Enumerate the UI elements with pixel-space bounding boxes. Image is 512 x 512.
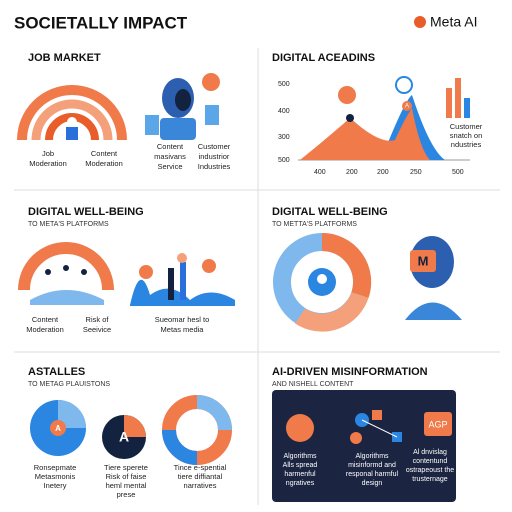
caption: industrior xyxy=(199,152,230,161)
caption: design xyxy=(362,480,383,487)
caption: Ronsepmate xyxy=(34,463,77,472)
panel-title: DIGITAL WELL-BEING xyxy=(28,206,144,218)
caption: Al dnvislag xyxy=(413,449,447,456)
donut-illustration xyxy=(273,232,372,332)
caption: ndustries xyxy=(451,140,482,149)
arcs-illustration xyxy=(17,85,127,141)
caption: Metas media xyxy=(161,325,205,334)
caption: heml mental xyxy=(106,481,147,490)
panel-title: DIGITAL WELL-BEING xyxy=(272,206,388,218)
caption: contentund xyxy=(413,458,448,465)
icon-label: A xyxy=(119,429,129,445)
caption: Moderation xyxy=(29,159,67,168)
panel-title: AI-DRIVEN MISINFORMATION xyxy=(272,366,428,378)
axis-label: 250 xyxy=(410,169,422,176)
caption: Moderation xyxy=(26,325,64,334)
caption: snatch on xyxy=(450,131,483,140)
well-being-illustration xyxy=(18,242,235,306)
caption: masivans xyxy=(154,152,186,161)
axis-label: 500 xyxy=(452,169,464,176)
panel-title: ASTALLES xyxy=(28,366,85,378)
caption: Risk of faise xyxy=(106,472,147,481)
caption: Content xyxy=(91,149,118,158)
caption: Inetery xyxy=(44,481,67,490)
panel-subtitle: TO METTA'S PLATFORMS xyxy=(272,221,357,228)
caption: Content xyxy=(157,142,184,151)
icon-label: A xyxy=(55,424,61,433)
icon-label: AGP xyxy=(428,419,447,429)
panel-subtitle: AND NISHELL CONTENT xyxy=(272,381,354,388)
caption: prese xyxy=(117,490,136,499)
caption: Moderation xyxy=(85,159,123,168)
caption: harmenful xyxy=(284,471,316,478)
caption: ostrapeoust the xyxy=(406,467,454,474)
caption: trusternage xyxy=(412,476,448,483)
axis-label: 300 xyxy=(278,134,290,141)
icon-label: M xyxy=(418,253,429,268)
caption: Job xyxy=(42,149,54,158)
caption: Customer xyxy=(450,122,483,131)
caption: responal harmful xyxy=(346,471,399,478)
icon-label: A xyxy=(405,104,409,110)
caption: narratives xyxy=(184,481,217,490)
caption: Tince e-spential xyxy=(174,463,227,472)
robot-illustration xyxy=(145,73,220,140)
caption: ngratives xyxy=(286,480,315,487)
area-illustration xyxy=(298,76,470,161)
caption: Customer xyxy=(198,142,231,151)
axis-label: 500 xyxy=(278,157,290,164)
robot-illustration xyxy=(405,236,462,320)
axis-label: 200 xyxy=(346,169,358,176)
panel-title: JOB MARKET xyxy=(28,52,101,64)
caption: Industries xyxy=(198,162,231,171)
axis-label: 400 xyxy=(314,169,326,176)
dividers xyxy=(14,48,500,505)
pie-illustrations xyxy=(30,395,232,465)
panel-title: DIGITAL ACEADINS xyxy=(272,52,375,64)
caption: Risk of xyxy=(86,315,110,324)
logo-icon xyxy=(414,16,426,28)
logo: Meta AI xyxy=(430,14,477,30)
panel-subtitle: TO META'S PLATFORMS xyxy=(28,221,109,228)
caption: Sueomar hesl to xyxy=(155,315,210,324)
caption: Alls spread xyxy=(283,462,318,469)
caption: Tiere sperete xyxy=(104,463,148,472)
panel-subtitle: TO METAG PLAUISTONS xyxy=(28,381,110,388)
misinformation-icons xyxy=(286,410,452,444)
title: SOCIETALLY IMPACT xyxy=(14,13,188,32)
caption: Content xyxy=(32,315,59,324)
caption: Algorithms xyxy=(283,453,317,460)
caption: tiere diffiantal xyxy=(178,472,223,481)
caption: Algorithms xyxy=(355,453,389,460)
axis-label: 500 xyxy=(278,81,290,88)
caption: Seeivice xyxy=(83,325,111,334)
caption: misinformd and xyxy=(348,462,396,469)
dark-panel xyxy=(272,390,456,502)
axis-label: 200 xyxy=(377,169,389,176)
caption: Service xyxy=(157,162,182,171)
axis-label: 400 xyxy=(278,108,290,115)
caption: Metasmonis xyxy=(35,472,76,481)
